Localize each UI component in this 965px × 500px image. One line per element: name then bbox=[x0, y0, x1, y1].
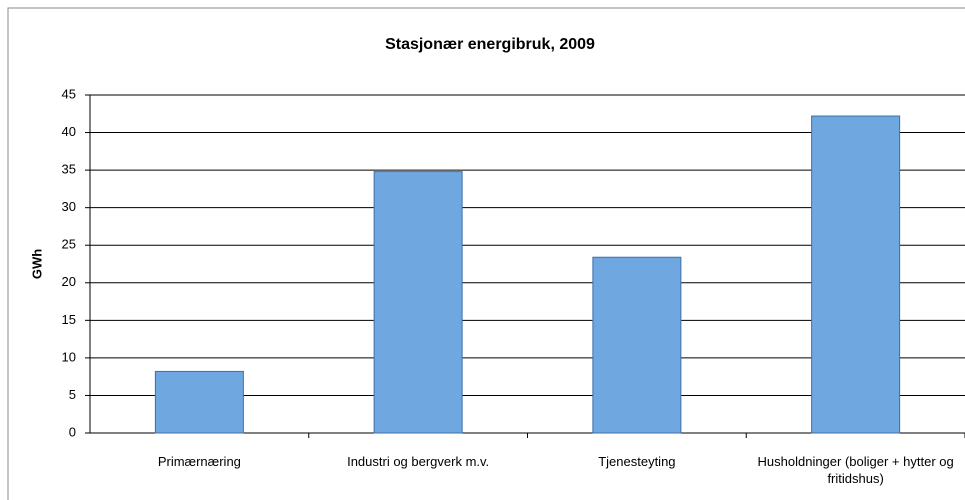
y-tick-label: 5 bbox=[69, 387, 76, 402]
y-tick-label: 20 bbox=[62, 274, 76, 289]
x-tick-label: Primærnæring bbox=[157, 454, 241, 469]
y-tick-label: 45 bbox=[62, 86, 76, 101]
y-tick-label: 15 bbox=[62, 312, 76, 327]
y-axis-label: GWh bbox=[29, 249, 44, 279]
bar bbox=[154, 370, 244, 434]
bar bbox=[811, 115, 901, 434]
bar bbox=[592, 256, 682, 434]
y-tick-label: 25 bbox=[62, 237, 76, 252]
x-tick-label: Industri og bergverk m.v. bbox=[347, 454, 490, 469]
x-tick-label: Husholdninger (boliger + hytter og friti… bbox=[757, 454, 954, 486]
x-tick-label: Tjenesteyting bbox=[598, 454, 676, 469]
chart-frame bbox=[7, 7, 965, 500]
y-tick-label: 0 bbox=[69, 424, 76, 439]
y-tick-label: 40 bbox=[62, 124, 76, 139]
y-tick-label: 30 bbox=[62, 199, 76, 214]
bar bbox=[373, 171, 463, 434]
chart-title: Stasjonær energibruk, 2009 bbox=[385, 36, 595, 53]
y-tick-label: 10 bbox=[62, 349, 76, 364]
y-tick-label: 35 bbox=[62, 162, 76, 177]
